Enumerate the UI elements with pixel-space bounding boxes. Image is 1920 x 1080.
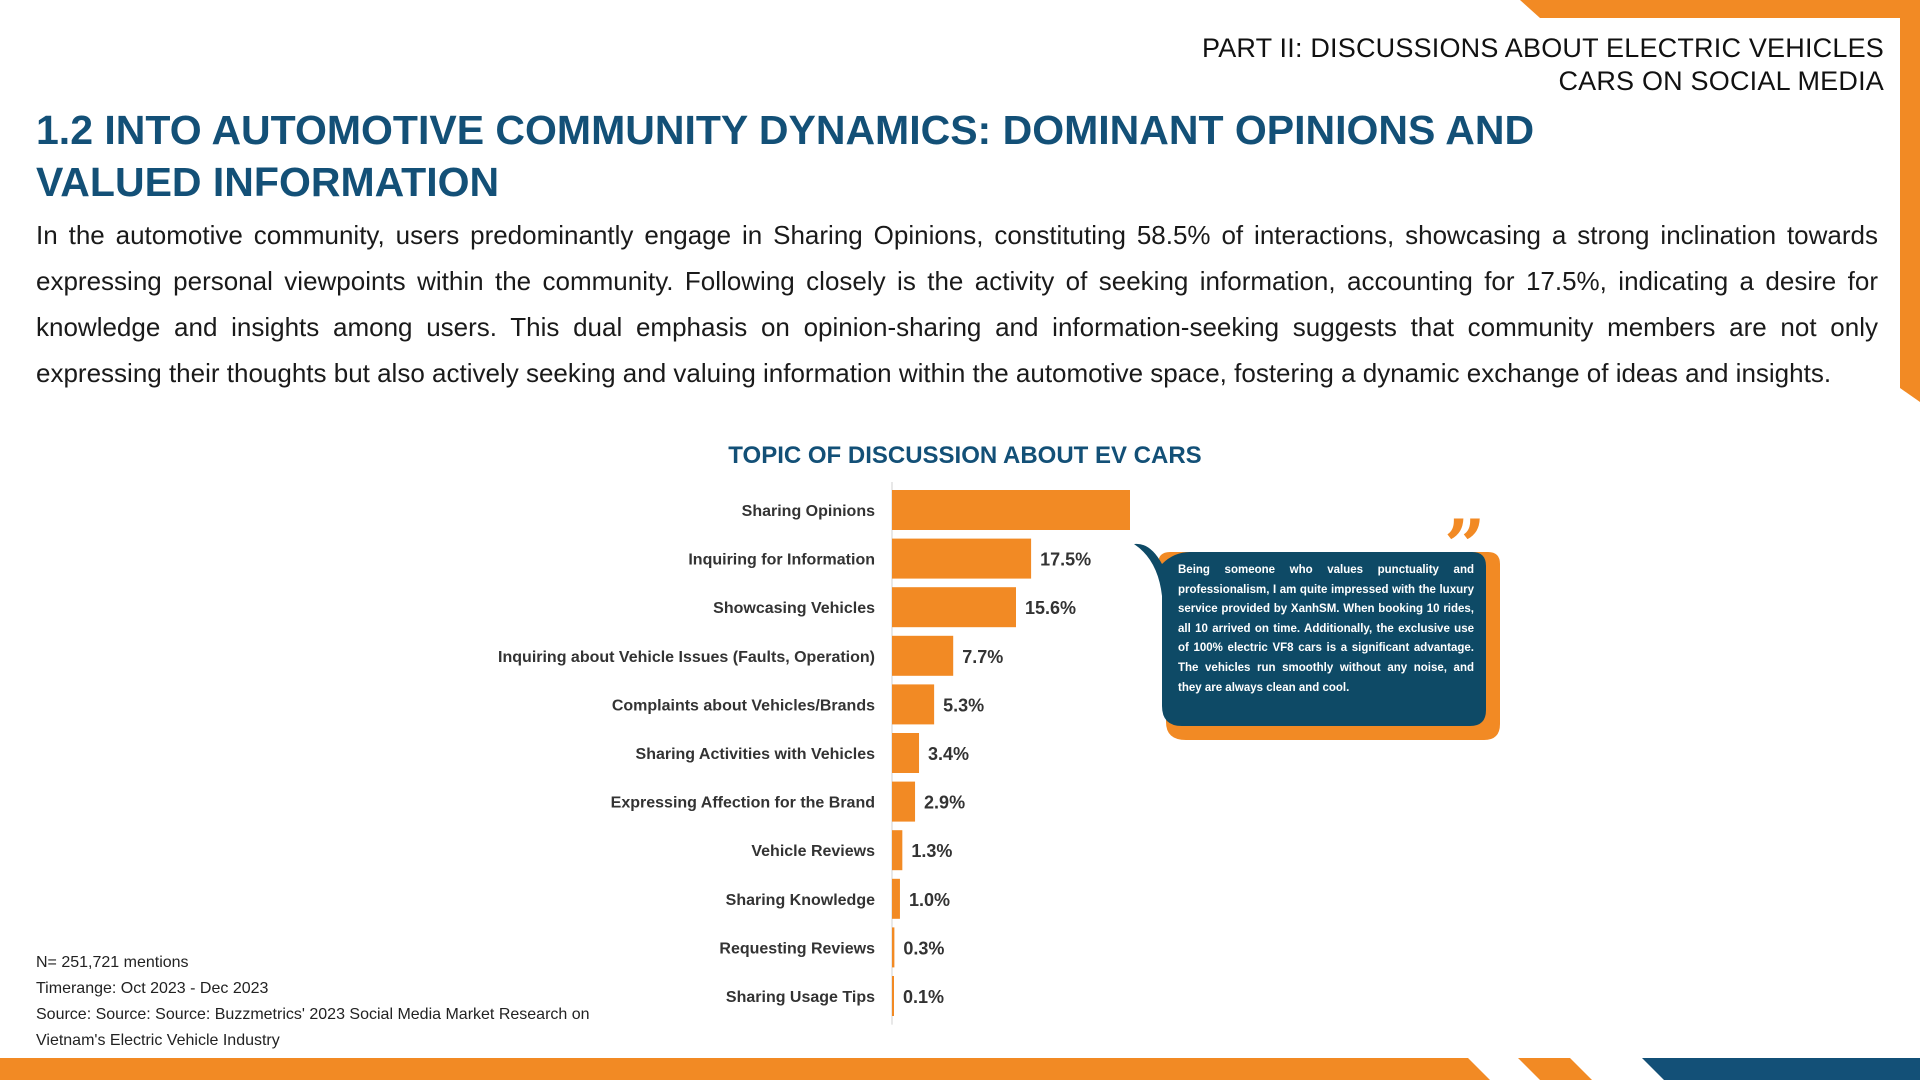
section-header-line1: PART II: DISCUSSIONS ABOUT ELECTRIC VEHI… — [1202, 33, 1884, 63]
category-label-2: Showcasing Vehicles — [713, 600, 875, 617]
footnote-mentions: N= 251,721 mentions — [36, 954, 189, 971]
category-label-5: Sharing Activities with Vehicles — [636, 746, 876, 763]
footnote-source-line1: Source: Source: Source: Buzzmetrics' 202… — [36, 1006, 590, 1023]
quote-bubble: ” Being someone who values punctuality a… — [1134, 510, 1506, 742]
quote-text: Being someone who values punctuality and… — [1178, 564, 1474, 694]
category-label-1: Inquiring for Information — [688, 552, 875, 569]
footnote: N= 251,721 mentions Timerange: Oct 2023 … — [36, 950, 590, 1054]
bar-6 — [892, 781, 916, 822]
section-header-line2: CARS ON SOCIAL MEDIA — [1558, 66, 1884, 96]
bar-chart: Sharing Opinions58.5%Inquiring for Infor… — [498, 482, 1130, 1025]
category-label-3: Inquiring about Vehicle Issues (Faults, … — [498, 649, 875, 666]
value-label-3: 7.7% — [962, 647, 1003, 667]
bar-4 — [892, 684, 935, 725]
chart-title: TOPIC OF DISCUSSION ABOUT EV CARS — [728, 442, 1202, 469]
bar-8 — [892, 878, 900, 919]
bar-9 — [892, 927, 895, 968]
category-label-10: Sharing Usage Tips — [726, 989, 875, 1006]
category-label-0: Sharing Opinions — [742, 503, 875, 520]
value-label-10: 0.1% — [903, 987, 944, 1007]
bar-3 — [892, 635, 954, 676]
bar-5 — [892, 733, 920, 773]
bar-7 — [892, 830, 903, 871]
category-label-8: Sharing Knowledge — [726, 892, 875, 909]
footnote-timerange: Timerange: Oct 2023 - Dec 2023 — [36, 980, 269, 997]
top-right-corner-decoration — [1520, 0, 1920, 402]
value-label-4: 5.3% — [943, 695, 984, 715]
page-title: 1.2 INTO AUTOMOTIVE COMMUNITY DYNAMICS: … — [36, 107, 1535, 205]
bar-1 — [892, 538, 1032, 579]
value-label-5: 3.4% — [928, 744, 969, 764]
category-label-9: Requesting Reviews — [719, 940, 875, 957]
bar-0 — [892, 490, 1130, 530]
section-header: PART II: DISCUSSIONS ABOUT ELECTRIC VEHI… — [1202, 32, 1884, 98]
footnote-source-line2: Vietnam's Electric Vehicle Industry — [36, 1032, 280, 1049]
bar-2 — [892, 587, 1016, 628]
value-label-9: 0.3% — [903, 938, 944, 958]
value-label-8: 1.0% — [909, 890, 950, 910]
value-label-1: 17.5% — [1040, 550, 1091, 570]
category-label-4: Complaints about Vehicles/Brands — [612, 697, 875, 714]
quote-bubble-shape — [1134, 543, 1500, 740]
category-label-6: Expressing Affection for the Brand — [611, 795, 875, 812]
value-label-7: 1.3% — [911, 841, 952, 861]
category-label-7: Vehicle Reviews — [751, 843, 875, 860]
value-label-6: 2.9% — [924, 793, 965, 813]
intro-paragraph: In the automotive community, users predo… — [36, 220, 1878, 388]
value-label-2: 15.6% — [1025, 598, 1076, 618]
bottom-stripe-decoration — [0, 1058, 1920, 1080]
bar-10 — [892, 976, 894, 1016]
quote-mark-icon: ” — [1444, 503, 1486, 588]
